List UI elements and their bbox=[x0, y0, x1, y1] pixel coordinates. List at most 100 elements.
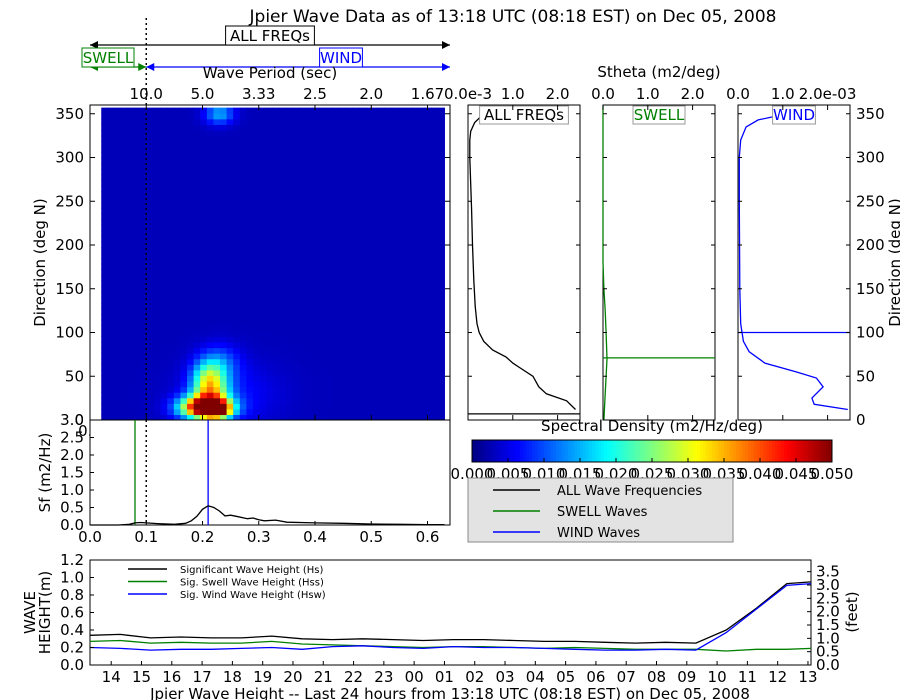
heatmap-cell bbox=[200, 392, 208, 399]
heatmap-cell bbox=[279, 375, 287, 382]
heatmap-cell bbox=[220, 375, 228, 382]
heatmap-cell bbox=[266, 314, 274, 321]
heatmap-cell bbox=[319, 341, 327, 349]
heatmap-cell bbox=[107, 286, 116, 293]
heatmap-cell bbox=[345, 241, 353, 248]
colorbar-segment bbox=[619, 440, 623, 462]
heatmap-cell bbox=[292, 364, 300, 371]
heatmap-cell bbox=[101, 213, 109, 220]
heatmap-cell bbox=[286, 330, 294, 337]
heatmap-cell bbox=[134, 219, 142, 226]
heatmap-cell bbox=[259, 286, 267, 293]
heatmap-cell bbox=[213, 302, 221, 310]
colorbar-segment bbox=[592, 440, 596, 462]
heatmap-cell bbox=[299, 358, 307, 365]
y-axis-label: Sf (m2/Hz) bbox=[36, 433, 54, 513]
heatmap-cell bbox=[233, 141, 241, 148]
heatmap-cell bbox=[266, 235, 274, 243]
heatmap-cell bbox=[180, 202, 188, 209]
heatmap-cell bbox=[173, 375, 182, 382]
heatmap-cell bbox=[384, 380, 393, 388]
heatmap-cell bbox=[319, 291, 327, 298]
heatmap-cell bbox=[384, 202, 393, 209]
heatmap-cell bbox=[134, 258, 142, 265]
heatmap-cell bbox=[233, 230, 241, 237]
heatmap-cell bbox=[246, 319, 254, 326]
heatmap-cell bbox=[134, 263, 142, 270]
heatmap-cell bbox=[365, 247, 373, 254]
heatmap-cell bbox=[437, 213, 445, 220]
heatmap-cell bbox=[121, 163, 129, 170]
heatmap-cell bbox=[206, 235, 215, 243]
heatmap-cell bbox=[134, 314, 142, 321]
heatmap-cell bbox=[213, 330, 221, 337]
heatmap-cell bbox=[424, 392, 432, 399]
heatmap-cell bbox=[127, 146, 135, 153]
heatmap-cell bbox=[286, 397, 294, 404]
heatmap-cell bbox=[200, 414, 208, 421]
heatmap-cell bbox=[253, 341, 261, 349]
right-y-tick-label: 100 bbox=[856, 324, 885, 342]
heatmap-cell bbox=[213, 341, 221, 349]
heatmap-cell bbox=[193, 252, 201, 259]
heatmap-cell bbox=[424, 157, 432, 165]
all-band-arrow-head-left bbox=[90, 41, 98, 49]
heatmap-cell bbox=[259, 196, 267, 204]
heatmap-cell bbox=[305, 213, 314, 220]
heatmap-cell bbox=[437, 297, 445, 304]
heatmap-cell bbox=[345, 124, 353, 131]
heatmap-cell bbox=[253, 213, 261, 220]
heatmap-cell bbox=[160, 157, 168, 165]
heatmap-cell bbox=[371, 286, 379, 293]
heatmap-cell bbox=[338, 263, 346, 270]
heatmap-cell bbox=[107, 202, 116, 209]
heatmap-cell bbox=[266, 157, 274, 165]
heatmap-cell bbox=[147, 185, 155, 192]
heatmap-cell bbox=[312, 252, 320, 259]
heatmap-cell bbox=[391, 124, 399, 131]
heatmap-cell bbox=[404, 392, 412, 399]
heatmap-cell bbox=[239, 408, 248, 416]
heatmap-cell bbox=[127, 380, 135, 388]
heatmap-cell bbox=[140, 141, 149, 148]
colorbar-segment bbox=[631, 440, 635, 462]
heatmap-cell bbox=[187, 347, 195, 354]
heatmap-cell bbox=[200, 291, 208, 298]
heatmap-cell bbox=[121, 364, 129, 371]
heatmap-cell bbox=[378, 414, 386, 421]
heatmap-cell bbox=[167, 113, 175, 120]
heatmap-cell bbox=[365, 297, 373, 304]
heatmap-cell bbox=[206, 297, 215, 304]
heatmap-cell bbox=[213, 174, 221, 181]
heatmap-cell bbox=[279, 241, 287, 248]
heatmap-cell bbox=[206, 247, 215, 254]
heatmap-cell bbox=[431, 403, 439, 410]
heatmap-cell bbox=[391, 202, 399, 209]
heatmap-cell bbox=[404, 336, 412, 343]
heatmap-cell bbox=[384, 118, 393, 125]
heatmap-cell bbox=[180, 414, 188, 421]
heatmap-cell bbox=[253, 386, 261, 393]
heatmap-cell bbox=[384, 135, 393, 142]
heatmap-cell bbox=[299, 219, 307, 226]
wind-label: WIND bbox=[320, 49, 362, 67]
heatmap-cell bbox=[253, 180, 261, 187]
heatmap-cell bbox=[127, 414, 135, 421]
heatmap-cell bbox=[384, 386, 393, 393]
heatmap-cell bbox=[312, 208, 320, 215]
heatmap-cell bbox=[140, 196, 149, 204]
heatmap-cell bbox=[259, 302, 267, 310]
heatmap-cell bbox=[147, 241, 155, 248]
heatmap-cell bbox=[279, 397, 287, 404]
heatmap-cell bbox=[417, 263, 426, 270]
x-tick-label: 04 bbox=[526, 668, 545, 686]
heatmap-cell bbox=[233, 280, 241, 287]
heatmap-cell bbox=[378, 230, 386, 237]
heatmap-cell bbox=[239, 392, 248, 399]
heatmap-cell bbox=[391, 353, 399, 360]
heatmap-cell bbox=[193, 314, 201, 321]
heatmap-cell bbox=[253, 124, 261, 131]
heatmap-cell bbox=[253, 252, 261, 259]
heatmap-cell bbox=[239, 163, 248, 170]
x-tick-label: 03 bbox=[495, 668, 514, 686]
